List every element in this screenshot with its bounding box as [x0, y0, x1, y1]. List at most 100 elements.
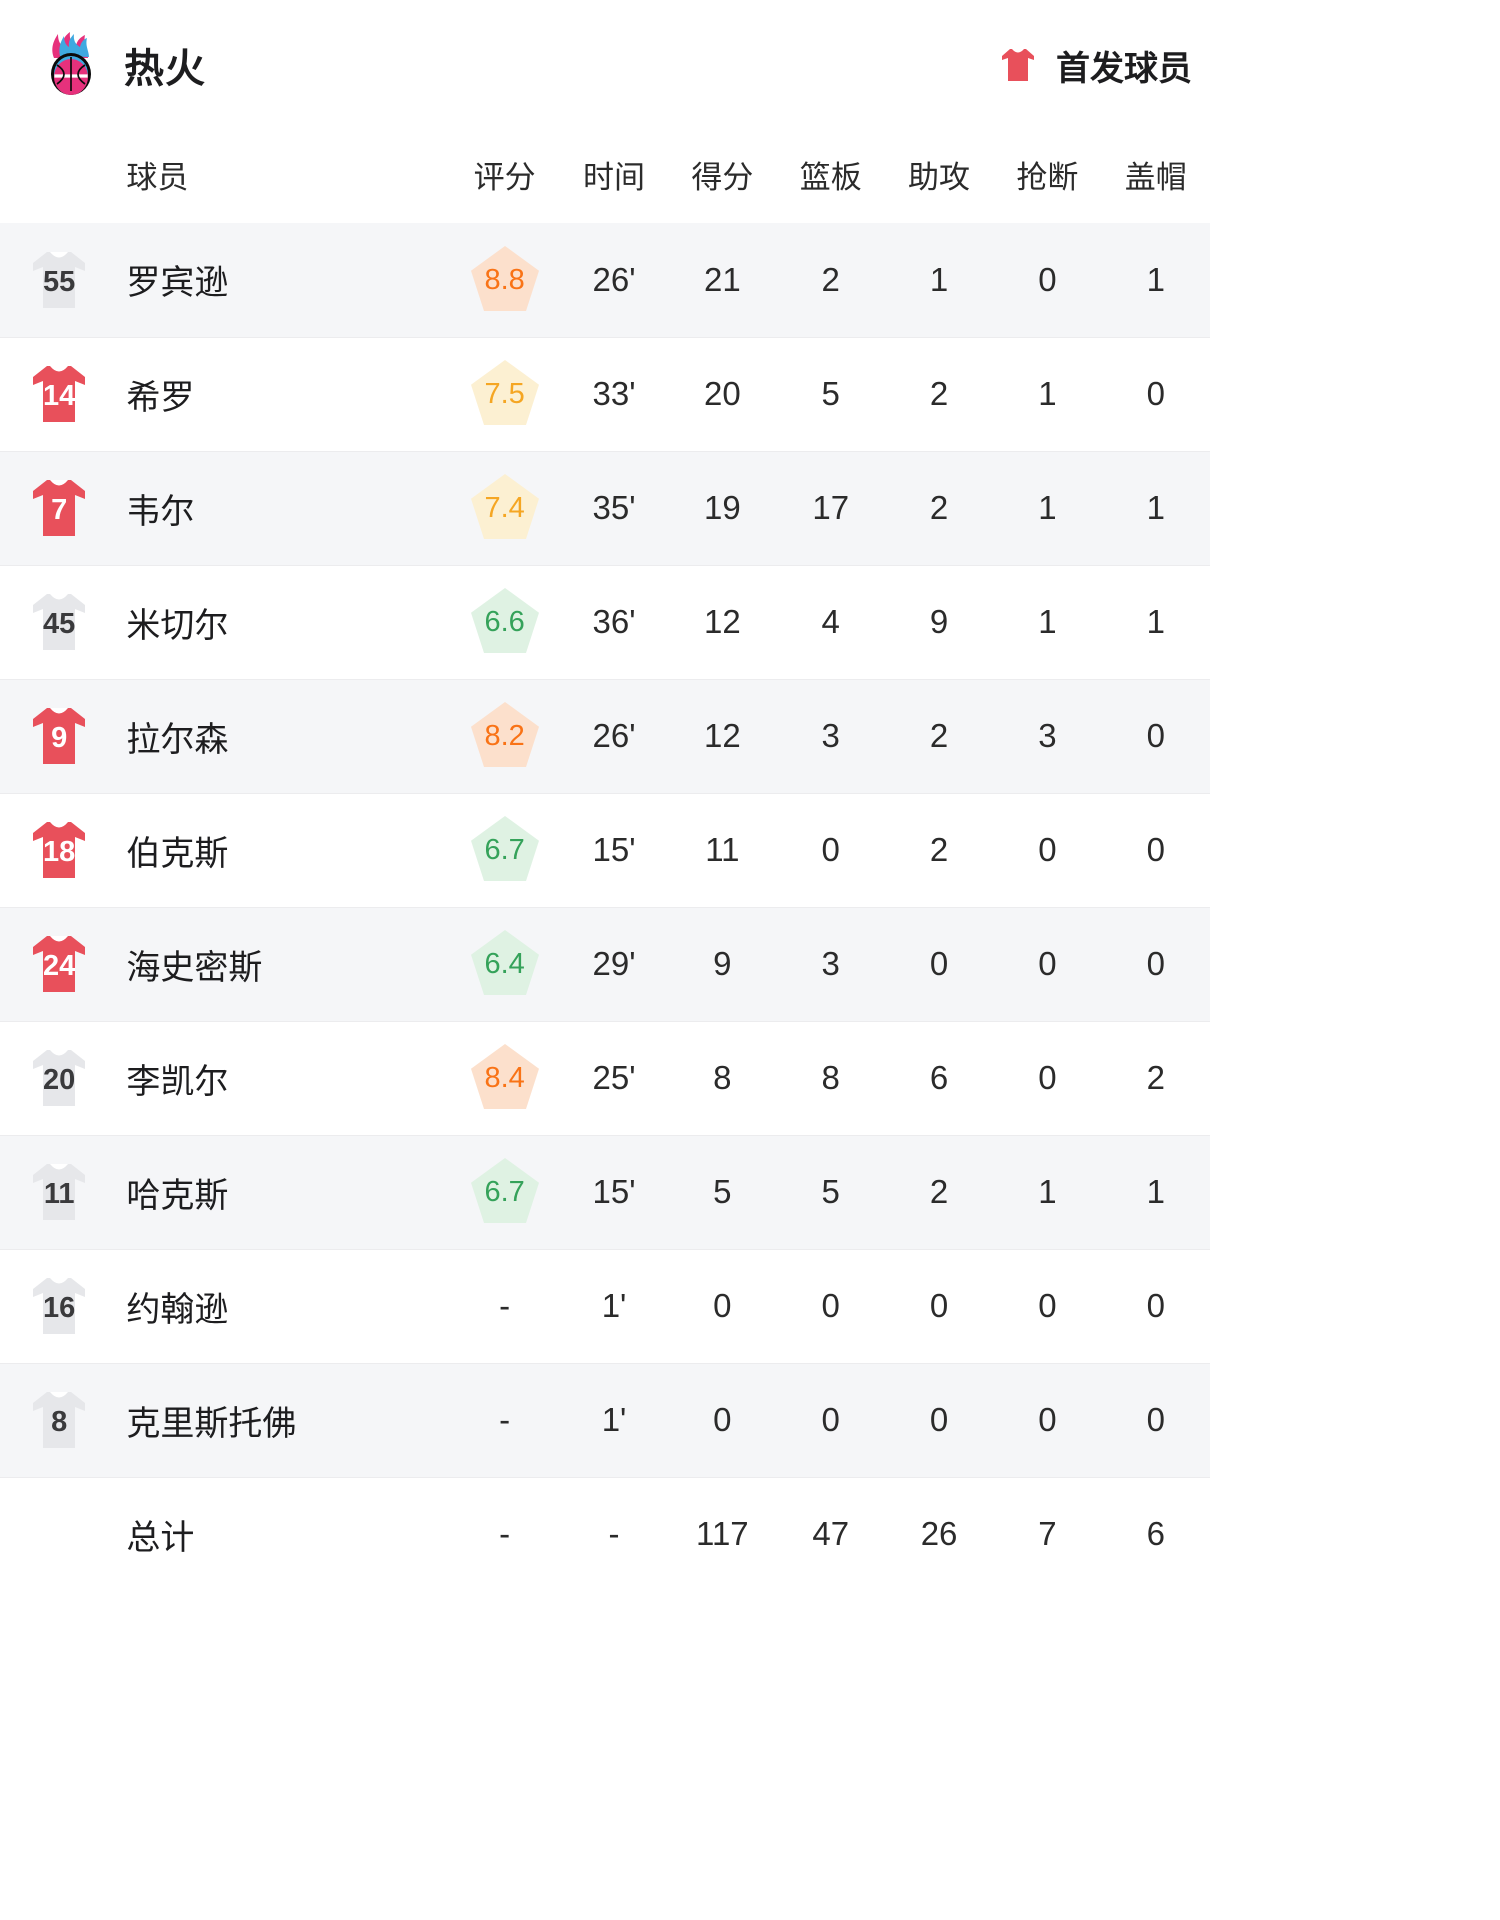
table-row[interactable]: 55 罗宾逊 8.8 26' 21 2 1 0 1: [0, 223, 1210, 338]
player-name[interactable]: 哈克斯: [118, 1135, 450, 1250]
column-header-blocks[interactable]: 盖帽: [1101, 130, 1210, 223]
rating-empty: -: [499, 1287, 511, 1324]
jersey-number: 20: [43, 1063, 76, 1096]
player-steals: 0: [993, 1249, 1102, 1364]
column-header-player[interactable]: 球员: [118, 130, 450, 223]
player-rebounds: 0: [776, 1363, 885, 1478]
table-row[interactable]: 11 哈克斯 6.7 15' 5 5 2 1 1: [0, 1135, 1210, 1250]
column-header-points[interactable]: 得分: [668, 130, 777, 223]
player-rating-cell: -: [449, 1249, 560, 1364]
player-points: 12: [668, 679, 777, 794]
rating-badge: 6.4: [467, 926, 543, 1002]
player-points: 21: [668, 223, 777, 338]
player-points: 19: [668, 451, 777, 566]
player-rating-cell: 8.2: [449, 679, 560, 794]
player-steals: 1: [993, 565, 1102, 680]
player-rating-cell: 7.5: [449, 337, 560, 452]
jersey-icon: 20: [28, 1045, 90, 1111]
player-rating-cell: 7.4: [449, 451, 560, 566]
rating-badge: 8.8: [467, 242, 543, 318]
table-row[interactable]: 24 海史密斯 6.4 29' 9 3 0 0 0: [0, 907, 1210, 1022]
table-header-row: 球员 评分 时间 得分 篮板 助攻 抢断 盖帽: [0, 130, 1210, 223]
player-jersey-cell: 8: [0, 1363, 119, 1478]
player-rebounds: 8: [776, 1021, 885, 1136]
player-name[interactable]: 李凯尔: [118, 1021, 450, 1136]
player-assists: 2: [884, 793, 994, 908]
player-minutes: 26': [559, 223, 669, 338]
table-row[interactable]: 16 约翰逊 -1' 0 0 0 0 0: [0, 1249, 1210, 1364]
table-row[interactable]: 20 李凯尔 8.4 25' 8 8 6 0 2: [0, 1021, 1210, 1136]
player-blocks: 1: [1101, 223, 1210, 338]
player-rating-cell: 6.4: [449, 907, 560, 1022]
player-rebounds: 3: [776, 679, 885, 794]
player-blocks: 1: [1101, 565, 1210, 680]
panel-header: 热火 首发球员: [0, 0, 1210, 130]
player-name[interactable]: 海史密斯: [118, 907, 450, 1022]
rating-badge: 6.7: [467, 812, 543, 888]
table-row[interactable]: 9 拉尔森 8.2 26' 12 3 2 3 0: [0, 679, 1210, 794]
player-name[interactable]: 拉尔森: [118, 679, 450, 794]
player-points: 9: [668, 907, 777, 1022]
table-row[interactable]: 45 米切尔 6.6 36' 12 4 9 1 1: [0, 565, 1210, 680]
player-steals: 0: [993, 223, 1102, 338]
column-header-steals[interactable]: 抢断: [993, 130, 1102, 223]
column-header-jersey: [0, 130, 119, 223]
totals-rating: -: [499, 1515, 511, 1553]
player-name[interactable]: 希罗: [118, 337, 450, 452]
player-name[interactable]: 约翰逊: [118, 1249, 450, 1364]
totals-blocks: 6: [1146, 1515, 1165, 1553]
player-blocks: 0: [1101, 907, 1210, 1022]
player-blocks: 0: [1101, 679, 1210, 794]
table-row[interactable]: 14 希罗 7.5 33' 20 5 2 1 0: [0, 337, 1210, 452]
column-header-minutes[interactable]: 时间: [559, 130, 669, 223]
column-header-rebounds[interactable]: 篮板: [776, 130, 885, 223]
player-blocks: 1: [1101, 1135, 1210, 1250]
player-points: 12: [668, 565, 777, 680]
table-row[interactable]: 7 韦尔 7.4 35' 19 17 2 1 1: [0, 451, 1210, 566]
totals-rebounds: 47: [812, 1515, 850, 1553]
player-name[interactable]: 韦尔: [118, 451, 450, 566]
player-jersey-cell: 18: [0, 793, 119, 908]
jersey-icon: 45: [28, 589, 90, 655]
jersey-icon: 8: [28, 1387, 90, 1453]
jersey-icon: 14: [28, 361, 90, 427]
player-name[interactable]: 克里斯托佛: [118, 1363, 450, 1478]
player-assists: 2: [884, 1135, 994, 1250]
team-name: 热火: [124, 47, 206, 91]
player-assists: 1: [884, 223, 994, 338]
player-rebounds: 17: [776, 451, 885, 566]
jersey-icon: 11: [28, 1159, 90, 1225]
rating-value: 8.2: [484, 720, 525, 753]
rating-badge: 6.6: [467, 584, 543, 660]
player-rebounds: 3: [776, 907, 885, 1022]
player-assists: 9: [884, 565, 994, 680]
player-assists: 6: [884, 1021, 994, 1136]
player-name[interactable]: 米切尔: [118, 565, 450, 680]
player-minutes: 15': [559, 793, 669, 908]
table-row[interactable]: 8 克里斯托佛 -1' 0 0 0 0 0: [0, 1363, 1210, 1478]
player-points: 0: [668, 1249, 777, 1364]
column-header-assists[interactable]: 助攻: [884, 130, 994, 223]
jersey-number: 14: [43, 379, 76, 412]
player-minutes: 1': [559, 1249, 669, 1364]
rating-value: 8.4: [484, 1062, 525, 1095]
rating-value: 7.5: [484, 378, 525, 411]
player-rating-cell: 6.7: [449, 793, 560, 908]
totals-assists: 26: [920, 1515, 958, 1553]
jersey-icon: [998, 45, 1038, 85]
player-rating-cell: 6.6: [449, 565, 560, 680]
player-blocks: 1: [1101, 451, 1210, 566]
jersey-number: 7: [51, 493, 68, 526]
starters-legend: 首发球员: [998, 41, 1192, 90]
player-name[interactable]: 罗宾逊: [118, 223, 450, 338]
jersey-number: 9: [51, 721, 68, 754]
player-name[interactable]: 伯克斯: [118, 793, 450, 908]
player-minutes: 26': [559, 679, 669, 794]
column-header-rating[interactable]: 评分: [449, 130, 560, 223]
player-assists: 2: [884, 679, 994, 794]
totals-steals: 7: [1038, 1515, 1057, 1553]
player-steals: 0: [993, 1021, 1102, 1136]
player-steals: 1: [993, 451, 1102, 566]
table-row[interactable]: 18 伯克斯 6.7 15' 11 0 2 0 0: [0, 793, 1210, 908]
rating-value: 6.7: [484, 1176, 525, 1209]
